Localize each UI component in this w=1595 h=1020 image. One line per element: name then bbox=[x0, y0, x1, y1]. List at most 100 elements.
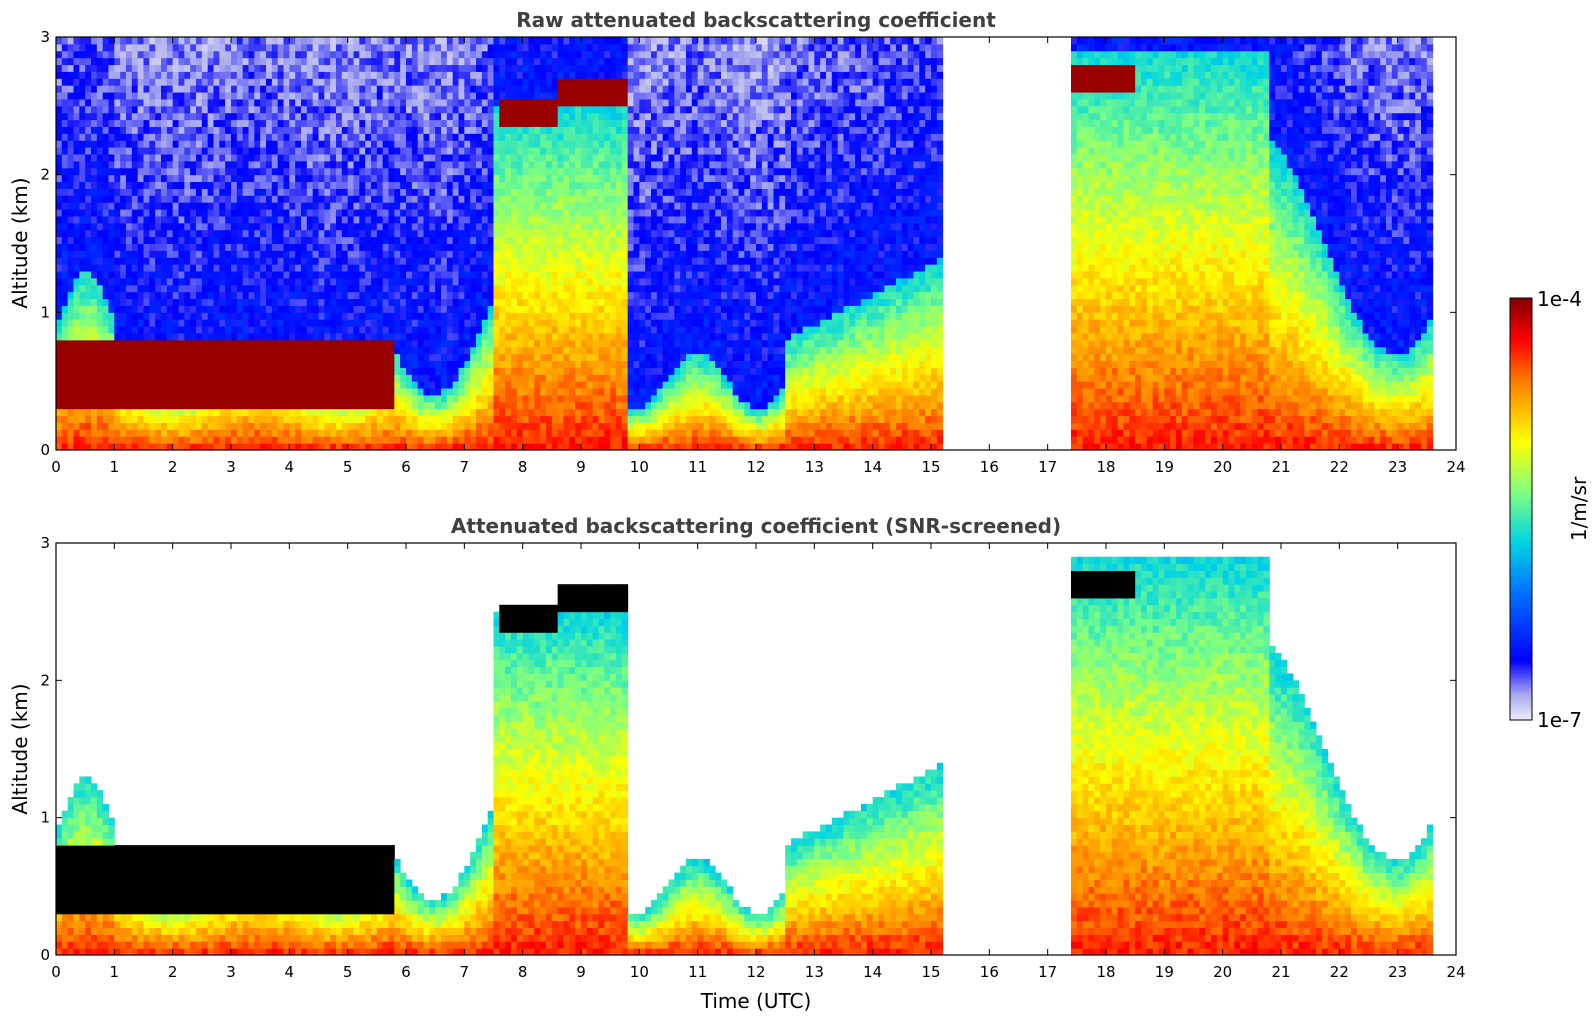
heatmap-cell bbox=[429, 346, 436, 355]
heatmap-cell bbox=[470, 319, 477, 327]
heatmap-cell bbox=[184, 147, 191, 155]
heatmap-cell bbox=[143, 119, 150, 127]
heatmap-cell bbox=[365, 360, 372, 368]
heatmap-cell bbox=[306, 188, 314, 196]
heatmap-cell bbox=[219, 388, 226, 396]
heatmap-cell bbox=[271, 277, 279, 286]
heatmap-cell bbox=[446, 64, 454, 72]
heatmap-cell bbox=[277, 112, 284, 121]
heatmap-cell bbox=[347, 443, 354, 450]
heatmap-cell bbox=[435, 215, 442, 224]
heatmap-cell bbox=[458, 250, 465, 258]
heatmap-cell bbox=[225, 243, 232, 251]
heatmap-cell bbox=[190, 105, 197, 114]
heatmap-cell bbox=[441, 408, 448, 417]
heatmap-cell bbox=[131, 195, 139, 203]
heatmap-cell bbox=[429, 174, 436, 183]
heatmap-cell bbox=[85, 215, 92, 224]
heatmap-cell bbox=[184, 57, 191, 66]
heatmap-cell bbox=[67, 429, 74, 437]
heatmap-cell bbox=[131, 271, 139, 279]
heatmap-cell bbox=[470, 367, 477, 375]
heatmap-cell bbox=[470, 236, 477, 244]
heatmap-cell bbox=[470, 257, 477, 265]
heatmap-cell bbox=[131, 57, 139, 66]
heatmap-cell bbox=[487, 222, 494, 231]
heatmap-cell bbox=[196, 160, 203, 169]
heatmap-cell bbox=[487, 298, 494, 306]
heatmap-cell bbox=[231, 291, 238, 300]
heatmap-cell bbox=[470, 243, 477, 251]
heatmap-cell bbox=[196, 312, 203, 320]
heatmap-cell bbox=[394, 229, 401, 238]
heatmap-cell bbox=[534, 57, 541, 66]
heatmap-cell bbox=[435, 167, 442, 176]
heatmap-cell bbox=[231, 50, 238, 59]
heatmap-cell bbox=[382, 319, 389, 327]
heatmap-cell bbox=[201, 339, 209, 348]
heatmap-cell bbox=[184, 92, 191, 100]
heatmap-cell bbox=[446, 415, 454, 423]
heatmap-cell bbox=[172, 401, 179, 410]
heatmap-cell bbox=[371, 98, 378, 107]
heatmap-cell bbox=[266, 436, 273, 444]
heatmap-cell bbox=[406, 360, 413, 368]
heatmap-cell bbox=[365, 160, 372, 169]
heatmap-cell bbox=[499, 374, 506, 382]
heatmap-cell bbox=[464, 37, 471, 45]
heatmap-cell bbox=[56, 339, 63, 348]
heatmap-cell bbox=[190, 298, 197, 306]
heatmap-cell bbox=[406, 291, 413, 300]
heatmap-cell bbox=[505, 112, 512, 121]
heatmap-cell bbox=[376, 112, 384, 121]
heatmap-cell bbox=[172, 43, 179, 52]
heatmap-cell bbox=[236, 374, 244, 382]
heatmap-cell bbox=[534, 195, 541, 203]
heatmap-cell bbox=[242, 167, 249, 176]
heatmap-cell bbox=[56, 388, 63, 396]
heatmap-cell bbox=[493, 215, 500, 224]
heatmap-cell bbox=[231, 195, 238, 203]
heatmap-cell bbox=[522, 326, 529, 334]
heatmap-cell bbox=[394, 374, 401, 382]
heatmap-cell bbox=[248, 332, 255, 341]
heatmap-cell bbox=[435, 119, 442, 127]
heatmap-cell bbox=[481, 374, 489, 382]
heatmap-cell bbox=[213, 105, 220, 114]
heatmap-cell bbox=[441, 222, 448, 231]
heatmap-cell bbox=[248, 367, 255, 375]
heatmap-cell bbox=[476, 264, 483, 272]
heatmap-cell bbox=[260, 367, 267, 375]
heatmap-cell bbox=[464, 57, 471, 66]
heatmap-cell bbox=[435, 394, 442, 403]
heatmap-cell bbox=[61, 367, 69, 375]
heatmap-cell bbox=[534, 305, 541, 313]
heatmap-cell bbox=[96, 57, 104, 66]
heatmap-cell bbox=[155, 401, 162, 410]
heatmap-cell bbox=[149, 154, 156, 162]
heatmap-cell bbox=[312, 305, 319, 313]
heatmap-cell bbox=[324, 381, 331, 389]
heatmap-cell bbox=[446, 92, 454, 100]
heatmap-cell bbox=[91, 92, 98, 100]
heatmap-cell bbox=[248, 353, 255, 362]
heatmap-cell bbox=[417, 408, 424, 417]
heatmap-cell bbox=[464, 98, 471, 107]
heatmap-cell bbox=[429, 326, 436, 334]
heatmap-cell bbox=[458, 133, 465, 141]
heatmap-cell bbox=[330, 264, 337, 272]
heatmap-cell bbox=[277, 291, 284, 300]
heatmap-cell bbox=[201, 436, 209, 444]
heatmap-cell bbox=[388, 381, 395, 389]
heatmap-cell bbox=[172, 353, 179, 362]
heatmap-cell bbox=[143, 57, 150, 66]
heatmap-cell bbox=[96, 312, 104, 320]
heatmap-cell bbox=[213, 147, 220, 155]
heatmap-cell bbox=[161, 154, 168, 162]
heatmap-cell bbox=[271, 243, 279, 251]
heatmap-cell bbox=[155, 222, 162, 231]
heatmap-cell bbox=[266, 105, 273, 114]
heatmap-cell bbox=[73, 312, 80, 320]
heatmap-cell bbox=[131, 305, 139, 313]
heatmap-cell bbox=[411, 215, 419, 224]
